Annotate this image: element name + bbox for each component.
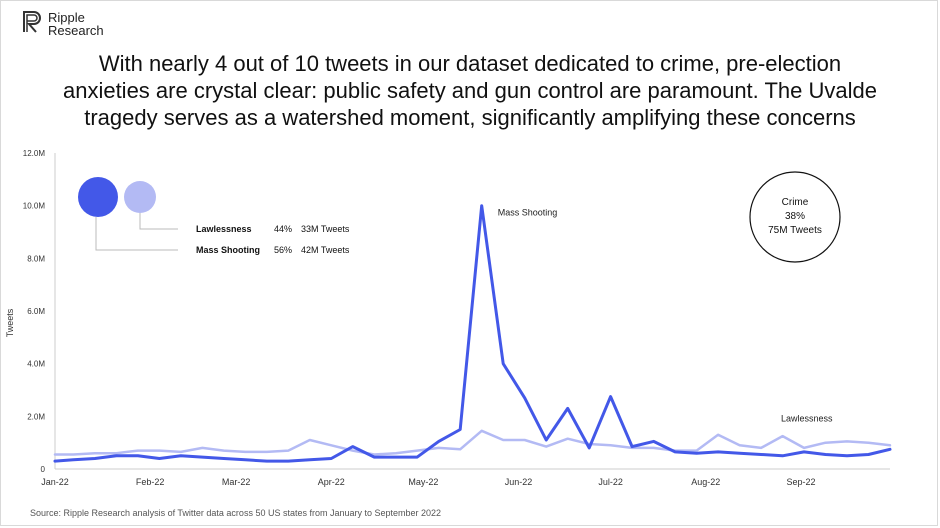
y-tick-label: 12.0M — [23, 149, 46, 158]
y-tick-label: 4.0M — [27, 360, 45, 369]
crime-callout-count: 75M Tweets — [768, 225, 822, 236]
series-line-mass-shooting — [53, 204, 892, 463]
brand-line1: Ripple — [48, 10, 85, 25]
legend-count-lawlessness: 33M Tweets — [301, 224, 350, 234]
legend-share-lawlessness: 44% — [274, 224, 292, 234]
legend-name-lawlessness: Lawlessness — [196, 224, 252, 234]
legend-connector-mass-shooting — [95, 217, 178, 251]
x-tick-label: Jan-22 — [41, 477, 69, 487]
x-tick-label: Sep-22 — [786, 477, 815, 487]
headline: With nearly 4 out of 10 tweets in our da… — [0, 50, 940, 131]
brand-line2: Research — [48, 23, 104, 38]
series-line-lawlessness — [53, 429, 892, 456]
ripple-logo-icon — [23, 11, 41, 33]
brand-name: Ripple Research — [48, 11, 104, 37]
y-tick-label: 8.0M — [27, 254, 45, 263]
y-tick-label: 0 — [41, 465, 46, 474]
x-tick-label: Mar-22 — [222, 477, 251, 487]
headline-line3: tragedy serves as a watershed moment, si… — [84, 105, 856, 130]
x-tick-label: Apr-22 — [318, 477, 345, 487]
crime-callout-share: 38% — [785, 211, 805, 222]
legend-name-mass-shooting: Mass Shooting — [196, 245, 260, 255]
x-tick-label: Aug-22 — [691, 477, 720, 487]
x-tick-label: Jul-22 — [598, 477, 623, 487]
y-tick-label: 10.0M — [23, 202, 46, 211]
source-note: Source: Ripple Research analysis of Twit… — [30, 508, 442, 518]
legend-bubble-lawlessness — [124, 181, 156, 213]
annotation-lawlessness: Lawlessness — [781, 414, 833, 424]
headline-line2: anxieties are crystal clear: public safe… — [62, 78, 878, 103]
x-tick-label: May-22 — [408, 477, 438, 487]
legend-bubble-mass-shooting — [78, 177, 118, 217]
legend-share-mass-shooting: 56% — [274, 245, 292, 255]
brand-logo: Ripple Research — [22, 9, 104, 37]
y-axis-label: Tweets — [5, 308, 15, 337]
crime-callout-circle — [749, 171, 841, 263]
x-tick-label: Feb-22 — [136, 477, 165, 487]
headline-line1: With nearly 4 out of 10 tweets in our da… — [98, 51, 842, 76]
legend-connector-lawlessness — [139, 213, 178, 230]
crime-callout-label: Crime — [782, 197, 809, 208]
y-tick-label: 6.0M — [27, 307, 45, 316]
x-tick-label: Jun-22 — [505, 477, 533, 487]
legend-count-mass-shooting: 42M Tweets — [301, 245, 350, 255]
y-tick-label: 2.0M — [27, 412, 45, 421]
annotation-mass-shooting: Mass Shooting — [498, 208, 558, 218]
